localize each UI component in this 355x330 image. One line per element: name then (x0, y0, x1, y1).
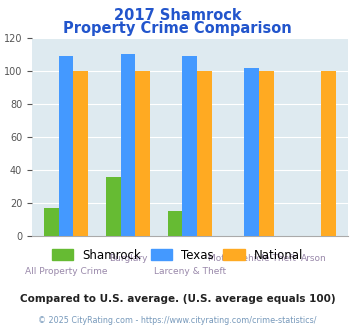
Text: Property Crime Comparison: Property Crime Comparison (63, 21, 292, 36)
Bar (197, 71, 212, 236)
Bar (168, 211, 182, 236)
Bar (321, 71, 336, 236)
Bar (245, 68, 259, 236)
Bar (73, 71, 88, 236)
Bar (135, 71, 150, 236)
Bar (106, 177, 121, 236)
Bar (44, 208, 59, 236)
Text: © 2025 CityRating.com - https://www.cityrating.com/crime-statistics/: © 2025 CityRating.com - https://www.city… (38, 316, 317, 325)
Text: Compared to U.S. average. (U.S. average equals 100): Compared to U.S. average. (U.S. average … (20, 294, 335, 304)
Bar (182, 56, 197, 236)
Legend: Shamrock, Texas, National: Shamrock, Texas, National (47, 244, 308, 266)
Bar (59, 56, 73, 236)
Text: Motor Vehicle Theft: Motor Vehicle Theft (208, 254, 296, 263)
Bar (259, 71, 274, 236)
Text: Burglary: Burglary (109, 254, 147, 263)
Bar (121, 54, 135, 236)
Text: Arson: Arson (301, 254, 327, 263)
Text: 2017 Shamrock: 2017 Shamrock (114, 8, 241, 23)
Text: All Property Crime: All Property Crime (25, 267, 107, 276)
Text: Larceny & Theft: Larceny & Theft (154, 267, 226, 276)
